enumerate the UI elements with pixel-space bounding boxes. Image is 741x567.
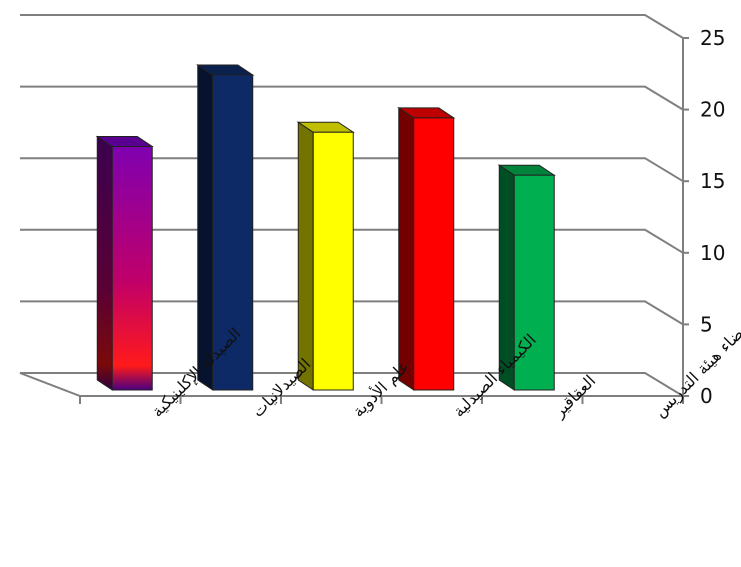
y-tick-label: 10 <box>700 241 725 265</box>
bar <box>497 164 556 391</box>
bar <box>397 106 456 391</box>
y-tick-label: 5 <box>700 312 713 336</box>
bar <box>296 121 355 391</box>
gridline <box>20 85 684 111</box>
bar <box>196 64 255 391</box>
y-tick-label: 20 <box>700 98 725 122</box>
y-tick-label: 15 <box>700 169 725 193</box>
x-category-label: علم الأدوية <box>348 356 414 422</box>
y-tick-label: 25 <box>700 26 725 50</box>
x-category-label: الصيدلانيات <box>248 355 314 421</box>
x-category-label: أعضاء هيئة التدريس <box>649 313 741 421</box>
y-tick-label: 0 <box>700 384 713 408</box>
gridline <box>20 14 684 39</box>
bar <box>95 135 154 391</box>
